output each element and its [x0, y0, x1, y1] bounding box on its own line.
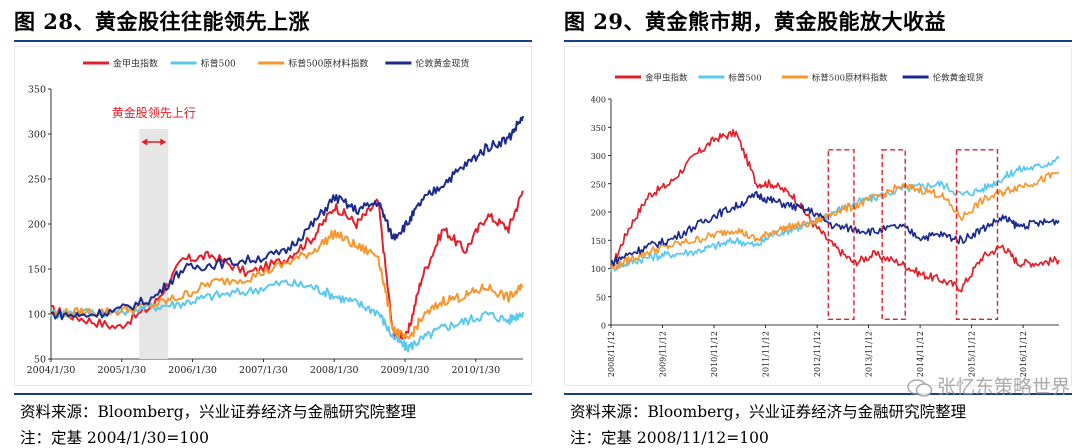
y-tick-label: 50 — [34, 355, 46, 366]
y-tick-label: 250 — [28, 175, 46, 186]
annotation-label: 黄金股领先上行 — [112, 105, 196, 120]
series-line — [50, 278, 524, 353]
y-tick-label: 300 — [591, 152, 606, 161]
legend-label: 标普500原材料指数 — [288, 58, 368, 70]
figure-28-panel: 图 28、黄金股往往能领先上涨 50 100 150 200 250 300 350 2004… — [14, 9, 532, 447]
y-tick-label: 200 — [591, 209, 606, 218]
x-tick-label: 2010/11/12 — [710, 331, 719, 377]
chart-area: 50 100 150 200 250 300 350 2004/1/30 2005/1/30 20… — [14, 46, 532, 386]
x-tick-label: 2007/1/30 — [239, 365, 288, 376]
y-tick-label: 400 — [591, 96, 606, 105]
y-tick-label: 150 — [591, 237, 606, 246]
series-line — [50, 190, 524, 340]
source-note: 资料来源：Bloomberg，兴业证券经济与金融研究院整理 — [570, 403, 967, 421]
legend-label: 金甲虫指数 — [645, 73, 688, 84]
title-divider — [564, 40, 1072, 42]
highlight-period-box — [827, 149, 855, 321]
x-tick-label: 2013/11/12 — [865, 331, 874, 377]
line-chart: 0 50 100 150 200 250 300 350 400 2008/11/12 2009/1… — [591, 73, 1060, 377]
legend-label: 标普500原材料指数 — [812, 73, 888, 84]
x-tick-label: 2012/11/12 — [813, 331, 822, 377]
x-tick-label: 2016/11/12 — [1019, 331, 1028, 377]
y-tick-label: 150 — [28, 265, 46, 276]
y-tick-label: 50 — [596, 293, 606, 302]
highlight-band — [139, 129, 169, 359]
figure-title: 图 29、黄金熊市期，黄金股能放大收益 — [564, 9, 947, 34]
x-tick-label: 2015/11/12 — [968, 331, 977, 377]
x-tick-label: 2009/11/12 — [659, 331, 668, 377]
bottom-divider — [14, 393, 532, 395]
y-tick-label: 250 — [591, 180, 606, 189]
x-tick-label: 2010/1/30 — [451, 365, 500, 376]
chart-area: 0 50 100 150 200 250 300 350 400 2008/11/12 2009/1… — [564, 46, 1072, 386]
line-chart: 50 100 150 200 250 300 350 2004/1/30 2005/1/30 20… — [27, 58, 524, 376]
x-tick-label: 2006/1/30 — [168, 365, 217, 376]
figure-29-panel: 图 29、黄金熊市期，黄金股能放大收益 0 50 100 150 200 250 300 35… — [550, 0, 1080, 448]
legend-label: 标普500 — [728, 73, 761, 84]
y-tick-label: 350 — [28, 85, 46, 96]
x-tick-label: 2008/11/12 — [607, 331, 616, 377]
y-tick-label: 200 — [28, 220, 46, 231]
y-tick-label: 350 — [591, 124, 606, 133]
legend-label: 金甲虫指数 — [113, 58, 158, 70]
source-note: 资料来源：Bloomberg，兴业证券经济与金融研究院整理 — [20, 403, 417, 421]
series-line — [610, 171, 1060, 270]
x-tick-label: 2008/1/30 — [310, 365, 359, 376]
x-tick-label: 2014/11/12 — [916, 331, 925, 377]
x-tick-label: 2005/1/30 — [97, 365, 146, 376]
series-line — [50, 229, 524, 340]
y-tick-label: 100 — [28, 310, 46, 321]
y-tick-label: 100 — [591, 265, 606, 274]
base-date-note: 注：定基 2004/1/30=100 — [20, 429, 209, 447]
y-tick-label: 300 — [28, 130, 46, 141]
x-tick-label: 2009/1/30 — [381, 365, 430, 376]
highlight-period-box — [955, 149, 999, 321]
arrow-head-right — [160, 138, 167, 146]
bottom-divider — [564, 393, 1072, 395]
arrow-head-left — [141, 138, 148, 146]
x-tick-label: 2004/1/30 — [27, 365, 76, 376]
figure-title: 图 28、黄金股往往能领先上涨 — [14, 9, 311, 34]
series-line — [610, 128, 1060, 293]
y-tick-label: 0 — [601, 322, 606, 331]
base-date-note: 注：定基 2008/11/12=100 — [570, 429, 769, 447]
legend-label: 伦敦黄金现货 — [933, 73, 985, 84]
highlight-period-box — [881, 149, 906, 321]
series-line — [610, 190, 1060, 267]
title-divider — [14, 40, 532, 42]
series-line — [50, 115, 524, 321]
legend-label: 标普500 — [201, 58, 236, 70]
legend-label: 伦敦黄金现货 — [415, 58, 469, 70]
x-tick-label: 2011/11/12 — [762, 331, 771, 377]
